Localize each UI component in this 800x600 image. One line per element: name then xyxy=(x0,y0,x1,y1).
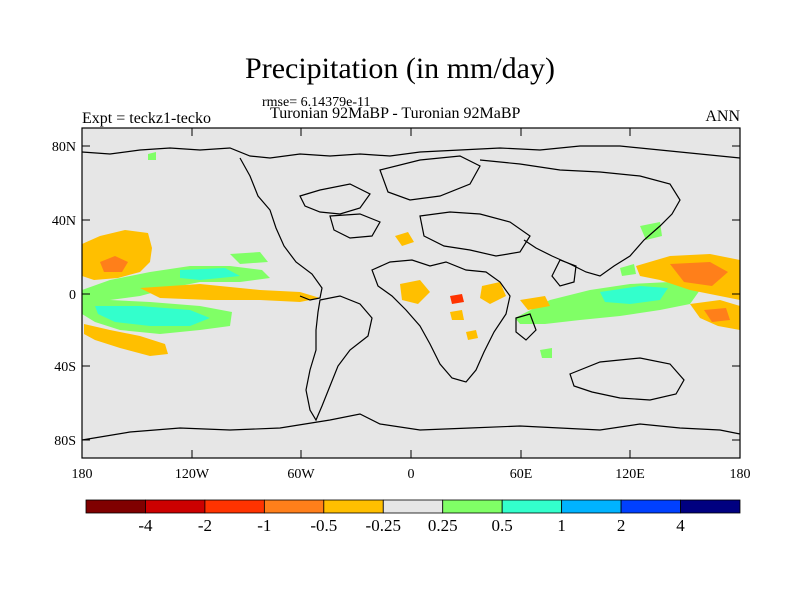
colorbar-label: 1 xyxy=(557,516,566,535)
colorbar-label: -2 xyxy=(198,516,212,535)
anomaly-fields xyxy=(82,152,740,358)
anomaly-patch xyxy=(395,232,414,246)
colorbar-swatch xyxy=(263,499,325,514)
colorbar: -4 -2 -1 -0.5 -0.25 0.25 0.5 1 2 4 xyxy=(85,499,741,535)
season-label: ANN xyxy=(705,108,740,125)
y-tick-label: 80N xyxy=(52,140,76,155)
anomaly-patch xyxy=(450,294,464,304)
anomaly-patch xyxy=(620,264,636,276)
colorbar-label: -4 xyxy=(138,516,153,535)
experiment-label: Expt = teckz1-tecko xyxy=(82,110,211,127)
x-tick-label: 120E xyxy=(615,467,645,482)
anomaly-patch xyxy=(400,280,430,304)
anomaly-patch xyxy=(180,268,240,280)
anomaly-patch xyxy=(82,230,152,280)
colorbar-swatch xyxy=(442,499,503,514)
x-tick-label: 0 xyxy=(408,467,415,482)
anomaly-patch xyxy=(148,152,156,160)
anomaly-patch xyxy=(704,308,730,322)
colorbar-swatch xyxy=(382,499,444,514)
colorbar-label: -0.25 xyxy=(366,516,401,535)
rmse-label: rmse= 6.14379e-11 xyxy=(262,95,371,110)
subtitle-label: Turonian 92MaBP - Turonian 92MaBP xyxy=(270,105,521,122)
colorbar-label: 0.25 xyxy=(428,516,458,535)
x-axis: 180 120W 60W 0 60E 120E 180 xyxy=(72,128,751,482)
anomaly-patch xyxy=(520,296,550,310)
anomaly-patch xyxy=(600,286,668,304)
anomaly-patch xyxy=(480,282,506,304)
colorbar-swatch xyxy=(145,499,206,514)
colorbar-label: -1 xyxy=(257,516,271,535)
x-tick-label: 120W xyxy=(175,467,210,482)
y-axis: 80N 40N 0 40S 80S xyxy=(52,140,740,449)
colorbar-swatch xyxy=(680,499,741,514)
anomaly-patch xyxy=(466,330,478,340)
y-tick-label: 40S xyxy=(54,360,76,375)
y-tick-label: 40N xyxy=(52,214,76,229)
anomaly-patch xyxy=(95,306,210,326)
y-tick-label: 0 xyxy=(69,288,76,303)
colorbar-swatch xyxy=(323,499,384,514)
anomaly-patch xyxy=(450,310,464,320)
colorbar-label: 0.5 xyxy=(492,516,513,535)
colorbar-swatch xyxy=(85,499,146,514)
anomaly-patch xyxy=(640,222,662,240)
colorbar-label: 4 xyxy=(676,516,685,535)
anomaly-patch xyxy=(230,252,268,264)
coastlines xyxy=(81,145,741,441)
colorbar-label: -0.5 xyxy=(310,516,337,535)
colorbar-swatch xyxy=(204,499,265,514)
colorbar-swatch xyxy=(620,499,681,514)
x-tick-label: 180 xyxy=(72,467,93,482)
y-tick-label: 80S xyxy=(54,434,76,449)
x-tick-label: 60W xyxy=(287,467,315,482)
map-title: Precipitation (in mm/day) xyxy=(245,52,555,85)
anomaly-patch xyxy=(670,262,728,286)
x-tick-label: 60E xyxy=(510,467,533,482)
anomaly-patch xyxy=(540,348,552,358)
colorbar-label: 2 xyxy=(617,516,626,535)
anomaly-patch xyxy=(84,324,168,356)
x-tick-label: 180 xyxy=(730,467,751,482)
anomaly-patch xyxy=(100,256,128,272)
anomaly-patch xyxy=(140,284,320,302)
colorbar-swatch xyxy=(501,499,563,514)
colorbar-swatch xyxy=(561,499,622,514)
